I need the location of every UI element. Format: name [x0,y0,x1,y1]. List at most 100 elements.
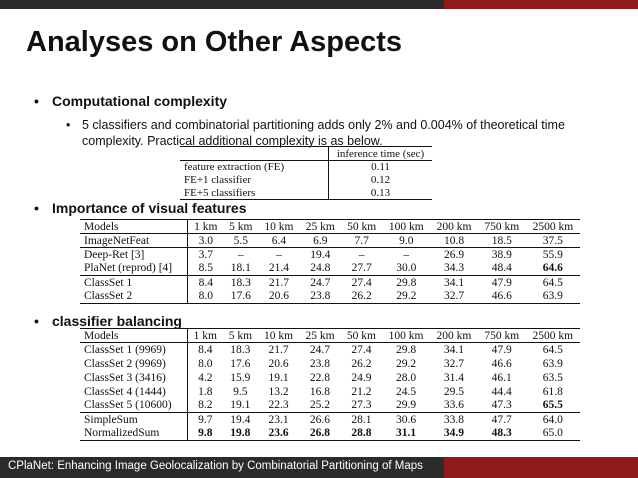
table-header-cell: Models [80,219,189,234]
table-cell: 31.4 [443,371,464,384]
table-header-cell: 25 km [305,220,335,233]
footer-text: CPlaNet: Enhancing Image Geolocalization… [8,460,423,472]
table-cell: 55.9 [542,248,563,261]
table-header-cell [180,146,329,161]
table-cell: FE+1 classifier [180,173,329,187]
table-cell: 34.1 [443,276,465,289]
table-cell: NormalizedSum [80,426,188,441]
table-row: Deep-Ret [3] 3.7 – – 19.4 – – 26.9 38.9 55.9 [80,247,580,262]
bullet-classifier-balancing: classifier balancing [34,313,182,329]
table-cell: 8.4 [198,343,213,356]
table-header-cell: 5 km [229,220,253,233]
table-cell: 7.7 [354,234,369,247]
visual-features-table: Models 1 km 5 km 10 km 25 km 50 km 100 km 200 k… [80,219,580,304]
table-cell: 64.6 [542,262,563,275]
table-cell: – [237,248,244,261]
table-cell: 21.7 [268,276,290,289]
table-header-cell: 750 km [484,329,520,342]
table-cell: 65.5 [542,399,563,412]
table-cell: 26.2 [351,357,372,370]
table-cell: 13.2 [268,385,289,398]
table-cell: 21.7 [268,343,289,356]
table-cell: 8.5 [198,262,214,275]
classifier-balancing-table: Models 1 km 5 km 10 km 25 km 50 km 100 km 200 k… [80,328,580,441]
table-cell: 24.8 [310,262,331,275]
table-cell: 48.3 [491,427,512,440]
table-cell: 0.13 [370,186,391,199]
table-cell: 63.5 [542,371,563,384]
table-cell: 23.1 [268,413,289,426]
table-cell: 24.5 [395,385,417,398]
table-header-cell: 25 km [305,329,335,342]
table-cell: 6.4 [271,234,287,247]
table-cell: 22.3 [268,399,289,412]
table-cell: 9.0 [399,234,414,247]
table-cell: 27.7 [351,262,372,275]
table-cell: 19.4 [230,413,251,426]
table-cell: 47.3 [491,399,512,412]
table-cell: 26.2 [351,290,372,303]
bullet-visual-features: Importance of visual features [34,200,246,216]
table-cell: 32.7 [443,357,464,370]
table-header-row: Models 1 km 5 km 10 km 25 km 50 km 100 km 200 k… [80,328,580,343]
table-header-cell: 10 km [264,220,294,233]
table-cell: 3.7 [198,248,214,261]
table-cell: 63.9 [542,357,563,370]
table-header-cell: Models [80,328,188,343]
table-header-cell: 50 km [346,329,376,342]
table-cell: 44.4 [491,385,512,398]
table-cell: 29.8 [396,276,417,289]
table-cell: – [276,248,282,261]
table-row: NormalizedSum 9.8 19.8 23.6 26.8 28.8 31.1 34.9… [80,426,580,441]
table-cell: 34.3 [443,262,465,275]
table-row: FE+1 classifier 0.12 [180,173,432,187]
table-cell: 9.7 [198,413,213,426]
table-cell: 33.6 [443,399,464,412]
table-header-row: Models 1 km 5 km 10 km 25 km 50 km 100 km 200 k… [80,219,580,234]
table-cell: 18.1 [230,262,251,275]
table-cell: 64.5 [542,276,563,289]
table-cell: 10.8 [443,234,465,247]
table-cell: 38.9 [491,248,512,261]
table-cell: 24.7 [309,343,331,356]
table-cell: ImageNetFeat [80,233,189,248]
footer-bar-red [444,457,638,478]
table-row: ClassSet 2 (9969) 8.0 17.6 20.6 23.8 26.2 29.2… [80,356,580,371]
table-row: ClassSet 2 8.0 17.6 20.6 23.8 26.2 29.2 32.7 46.… [80,289,580,304]
table-row: SimpleSum 9.7 19.4 23.1 26.6 28.1 30.6 33.8 47.7… [80,412,580,427]
table-cell: 19.1 [268,371,289,384]
table-cell: 16.8 [309,385,331,398]
slide-title: Analyses on Other Aspects [26,26,403,58]
table-cell: 32.7 [443,290,465,303]
table-header-cell: 100 km [388,329,424,342]
table-cell: 18.5 [491,234,512,247]
table-cell: 30.6 [395,413,417,426]
table-row: ClassSet 5 (10600) 8.2 19.1 22.3 25.2 27.3 29.… [80,398,580,413]
table-cell: Deep-Ret [3] [80,247,189,262]
table-cell: ClassSet 3 (3416) [80,370,188,385]
table-cell: 21.4 [268,262,290,275]
table-cell: 24.9 [351,371,372,384]
table-cell: 0.11 [371,161,390,174]
table-cell: 22.8 [309,371,331,384]
table-header-cell: inference time (sec) [336,147,425,160]
table-cell: 8.4 [198,276,214,289]
table-cell: 28.1 [351,413,372,426]
table-cell: 46.6 [491,290,512,303]
table-cell: 28.0 [395,371,417,384]
table-cell: – [403,248,410,261]
table-row: feature extraction (FE) 0.11 [180,160,432,174]
table-cell: 0.12 [370,174,391,186]
table-cell: 29.9 [395,399,417,412]
table-cell: 29.8 [395,343,417,356]
bullet-computational-complexity: Computational complexity [34,93,227,109]
table-cell: 21.2 [351,385,372,398]
table-cell: 18.3 [230,343,251,356]
table-cell: 34.9 [443,427,464,440]
table-cell: ClassSet 1 [80,275,189,290]
table-cell: 64.0 [542,413,563,426]
table-header-cell: 1 km [194,220,218,233]
table-cell: 65.0 [542,427,563,440]
table-cell: 27.4 [351,343,372,356]
sub-bullet-complexity-note: 5 classifiers and combinatorial partitio… [66,117,582,149]
